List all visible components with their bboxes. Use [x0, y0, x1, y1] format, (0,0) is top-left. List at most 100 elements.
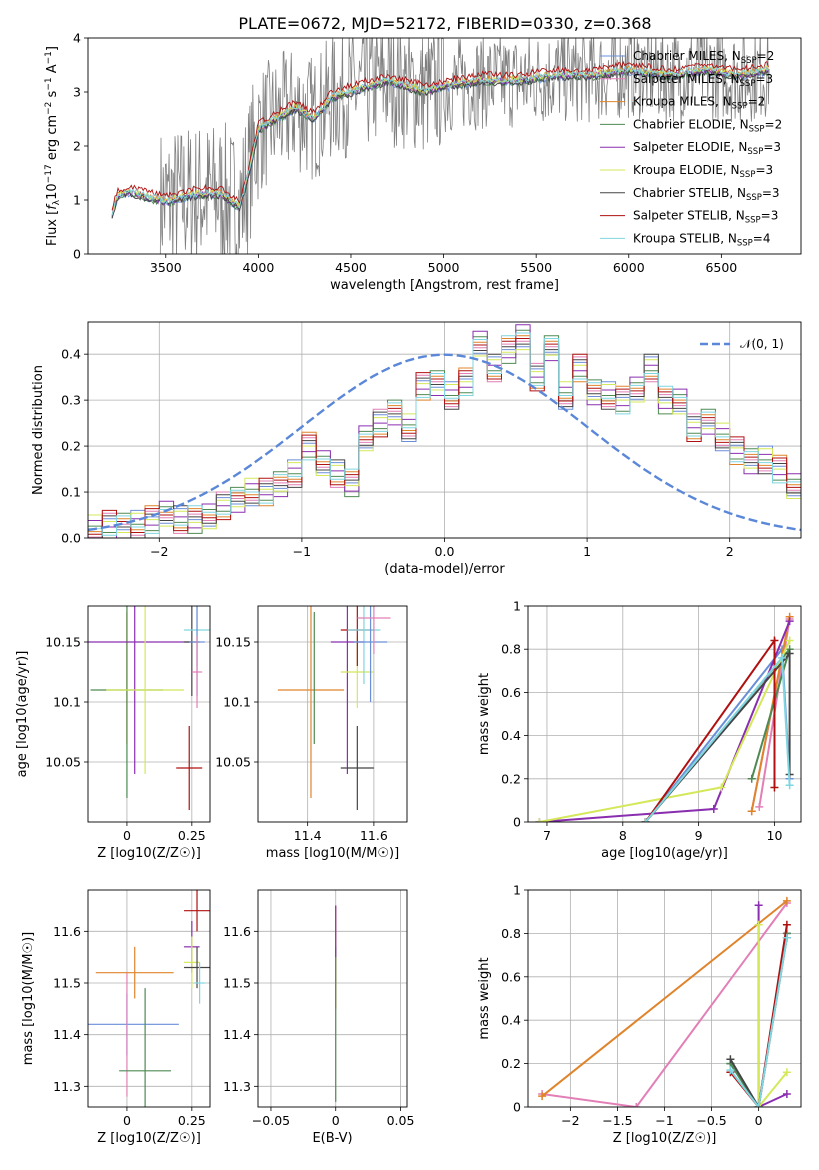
legend-model-name: Salpeter STELIB, N	[633, 209, 745, 223]
legend-nssp: =3	[761, 209, 779, 223]
x-tick-label: 3500	[150, 260, 182, 275]
legend-nssp: =3	[755, 163, 773, 177]
x-tick-label: 0.0	[435, 544, 455, 559]
x-tick-label: 0	[332, 1113, 340, 1128]
y-tick-label: 3	[73, 85, 81, 100]
legend-model-name: Kroupa ELODIE, N	[633, 163, 740, 177]
x-tick-label: 4000	[242, 260, 274, 275]
mass-vs-Z-axes: 0 0.25 11.3 11.4 11.5 11.6	[53, 890, 210, 1128]
weight-marker	[782, 920, 791, 929]
ylabel-part: −17	[44, 164, 54, 183]
figure-title: PLATE=0672, MJD=52172, FIBERID=0330, z=0…	[238, 14, 651, 33]
legend-nssp: =4	[753, 231, 771, 245]
y-tick-label: 10.05	[45, 755, 81, 770]
weight-marker	[785, 617, 794, 626]
weight-marker	[747, 774, 756, 783]
legend-model-name: Salpeter ELODIE, N	[633, 140, 747, 154]
legend-subscript: SSP	[741, 56, 757, 66]
spectrum-frame	[87, 37, 802, 255]
weight-marker	[726, 1055, 735, 1064]
y-tick-label: 10.1	[53, 695, 81, 710]
legend-subscript: SSP	[747, 147, 763, 157]
y-tick-label: 0	[513, 815, 521, 830]
legend-model-name: Salpeter MILES, N	[633, 72, 740, 86]
x-tick-label: 4500	[335, 260, 367, 275]
spectrum-lines	[111, 38, 770, 254]
weight-vs-Z-ylabel: mass weight	[477, 957, 492, 1039]
ylabel-part: 10	[45, 183, 60, 200]
y-tick-label: 0.2	[501, 1056, 521, 1071]
weight-marker	[782, 896, 791, 905]
y-tick-label: 10.1	[223, 695, 251, 710]
legend-model-name: Chabrier ELODIE, N	[633, 117, 749, 131]
weight-marker	[747, 807, 756, 816]
x-tick-label: −1	[655, 1113, 673, 1128]
spectrum-xlabel: wavelength [Angstrom, rest frame]	[330, 278, 559, 293]
y-tick-label: 0.6	[501, 685, 521, 700]
weight-marker	[785, 781, 794, 790]
weight-marker	[632, 1103, 641, 1107]
y-tick-label: 11.3	[53, 1079, 81, 1094]
legend-subscript: SSP	[740, 79, 756, 89]
weight-vs-Z-xlabel: Z [log10(Z/Z☉)]	[613, 1131, 717, 1146]
ylabel-part: −2	[44, 102, 54, 115]
age-vs-mass-xlabel: mass [log10(M/M☉)]	[266, 846, 399, 861]
legend-model-name: Kroupa MILES, N	[633, 95, 732, 109]
legend-subscript: SSP	[749, 124, 765, 134]
x-tick-label: 0	[123, 1113, 131, 1128]
weight-line	[729, 937, 788, 1107]
x-tick-label: 11.6	[360, 828, 388, 843]
legend-entry: Salpeter ELODIE, NSSP=3	[633, 140, 781, 157]
y-tick-label: 0.8	[501, 642, 521, 657]
legend-nssp: =2	[765, 117, 783, 131]
age-vs-mass-points	[277, 606, 391, 810]
x-tick-label: −2	[150, 544, 168, 559]
legend-entry: Chabrier ELODIE, NSSP=2	[633, 117, 782, 134]
x-tick-label: 5000	[428, 260, 460, 275]
legend-nssp: =2	[748, 95, 766, 109]
x-tick-label: 9	[695, 828, 703, 843]
legend-subscript: SSP	[740, 170, 756, 180]
ylabel-part: erg cm	[45, 115, 60, 164]
y-tick-label: 10.05	[215, 755, 251, 770]
y-tick-label: 0.3	[61, 393, 81, 408]
y-tick-label: 1	[73, 193, 81, 208]
age-vs-Z-points	[88, 606, 210, 810]
weight-line	[541, 902, 788, 1107]
age-vs-Z-frame	[87, 605, 211, 823]
y-tick-label: 0.4	[501, 1013, 521, 1028]
weight-vs-Z-lines	[538, 896, 791, 1107]
weight-marker	[709, 805, 718, 814]
y-tick-label: 10.15	[215, 635, 251, 650]
ylabel-part: −1	[44, 77, 54, 90]
legend-nssp: =3	[763, 140, 781, 154]
weight-marker	[754, 1103, 763, 1107]
weight-marker	[538, 1092, 547, 1101]
legend-entry: Chabrier MILES, NSSP=2	[633, 49, 774, 66]
weight-marker	[754, 901, 763, 910]
y-tick-label: 11.6	[53, 924, 81, 939]
y-tick-label: 0	[513, 1100, 521, 1115]
model-spectrum	[111, 65, 769, 216]
mass-vs-Z-points	[88, 890, 210, 1107]
weight-marker	[717, 783, 726, 792]
y-tick-label: 11.5	[53, 976, 81, 991]
mass-vs-ebv-xlabel: E(B-V)	[312, 1131, 352, 1146]
weight-marker	[782, 1068, 791, 1077]
y-tick-label: 0.2	[501, 771, 521, 786]
ylabel-part: λ	[52, 199, 62, 205]
weight-marker	[754, 920, 763, 929]
ylabel-part: −1	[44, 51, 54, 64]
legend-entry: Salpeter MILES, NSSP=3	[633, 72, 773, 89]
residual-histogram-frame	[87, 321, 802, 539]
weight-marker	[782, 1089, 791, 1098]
x-tick-label: 10	[767, 828, 783, 843]
x-tick-label: −1.5	[602, 1113, 632, 1128]
legend-entry: Salpeter STELIB, NSSP=3	[633, 209, 778, 226]
x-tick-label: 5500	[520, 260, 552, 275]
ylabel-part: f	[45, 203, 60, 210]
residual-histogram-xlabel: (data-model)/error	[384, 562, 505, 577]
x-tick-label: 1	[583, 544, 591, 559]
weight-line	[541, 900, 788, 1097]
x-tick-label: 0.25	[178, 1113, 206, 1128]
